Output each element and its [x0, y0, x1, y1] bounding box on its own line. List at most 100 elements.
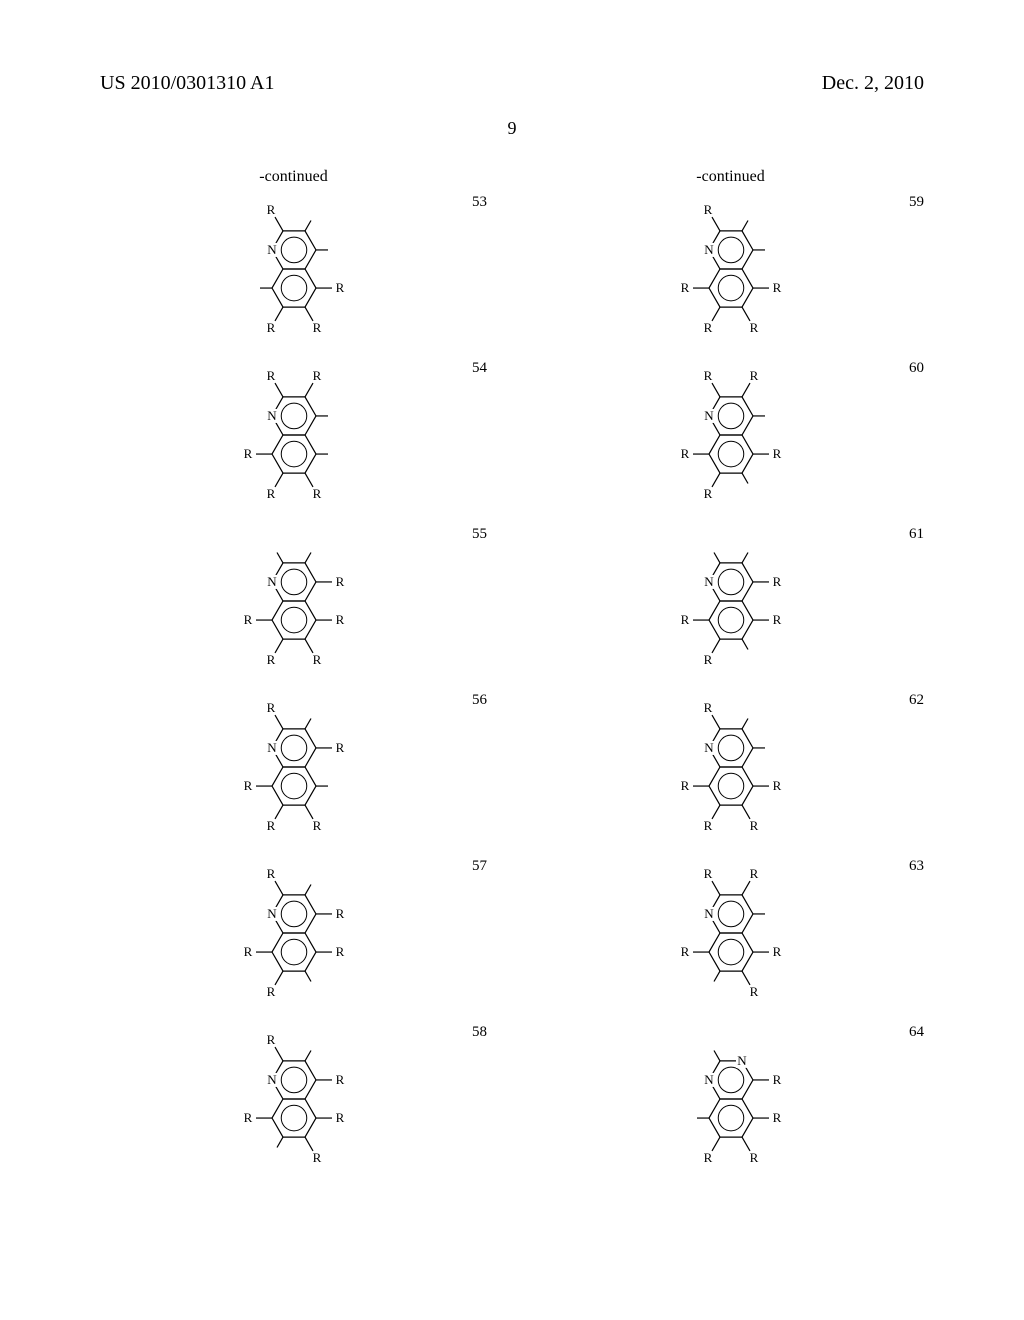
structure-number: 62 [909, 692, 924, 709]
svg-text:R: R [243, 778, 252, 793]
structure-number: 55 [472, 526, 487, 543]
svg-text:R: R [312, 320, 321, 335]
molecule-structure: N R R R R R [661, 360, 801, 510]
molecule-structure: N R R R R R [224, 1024, 364, 1174]
svg-text:R: R [680, 446, 689, 461]
svg-text:R: R [680, 612, 689, 627]
svg-text:N: N [704, 740, 714, 755]
svg-text:R: R [266, 818, 275, 833]
svg-text:R: R [312, 1150, 321, 1165]
svg-text:R: R [749, 320, 758, 335]
molecule-structure: NRRRR [661, 526, 801, 676]
svg-text:R: R [243, 612, 252, 627]
structure-number: 64 [909, 1024, 924, 1041]
svg-text:R: R [749, 368, 758, 383]
svg-text:N: N [704, 408, 714, 423]
svg-text:R: R [703, 818, 712, 833]
svg-text:N: N [737, 1053, 747, 1068]
left-column: -continued 53NRRRR54NRRRRR55NRRRRR56NRRR… [100, 168, 487, 1190]
svg-text:R: R [749, 984, 758, 999]
svg-text:R: R [266, 652, 275, 667]
svg-text:R: R [772, 280, 781, 295]
svg-text:R: R [772, 944, 781, 959]
svg-text:R: R [703, 866, 712, 881]
svg-text:R: R [749, 1150, 758, 1165]
molecule-structure: NRRRRR [661, 692, 801, 842]
molecule-structure: N R R R R R [224, 360, 364, 510]
svg-text:R: R [243, 1110, 252, 1125]
svg-text:N: N [704, 1072, 714, 1087]
structure-number: 58 [472, 1024, 487, 1041]
svg-text:R: R [266, 984, 275, 999]
svg-text:R: R [312, 818, 321, 833]
structure-row: 57NRRRRR [100, 858, 487, 1008]
svg-text:R: R [772, 446, 781, 461]
structure-number: 56 [472, 692, 487, 709]
svg-text:R: R [703, 368, 712, 383]
svg-text:R: R [335, 944, 344, 959]
svg-text:R: R [266, 320, 275, 335]
structure-number: 59 [909, 194, 924, 211]
continued-label-left: -continued [100, 168, 487, 186]
svg-text:R: R [335, 1110, 344, 1125]
svg-text:R: R [266, 866, 275, 881]
svg-text:R: R [335, 906, 344, 921]
svg-text:R: R [266, 368, 275, 383]
structure-row: 64NNRRRR [537, 1024, 924, 1174]
molecule-structure: N R R R R R [224, 858, 364, 1008]
svg-text:R: R [680, 280, 689, 295]
molecule-structure: N R R R R [224, 194, 364, 344]
structure-row: 60 N R R R R R [537, 360, 924, 510]
structure-row: 61NRRRR [537, 526, 924, 676]
continued-label-right: -continued [537, 168, 924, 186]
structure-row: 58 N R R R R R [100, 1024, 487, 1174]
svg-text:N: N [267, 242, 277, 257]
svg-text:R: R [335, 280, 344, 295]
structure-row: 56 N R R R R R [100, 692, 487, 842]
structure-number: 61 [909, 526, 924, 543]
svg-text:R: R [312, 368, 321, 383]
structure-row: 53 N R R R R [100, 194, 487, 344]
structure-row: 62NRRRRR [537, 692, 924, 842]
svg-text:R: R [703, 1150, 712, 1165]
svg-text:N: N [267, 408, 277, 423]
svg-text:N: N [267, 1072, 277, 1087]
svg-text:R: R [749, 866, 758, 881]
structure-row: 55 N R R R R R [100, 526, 487, 676]
svg-text:R: R [266, 202, 275, 217]
molecule-structure: N R R R R R [224, 692, 364, 842]
svg-text:R: R [312, 486, 321, 501]
svg-text:R: R [772, 1110, 781, 1125]
svg-text:R: R [266, 1032, 275, 1047]
svg-text:R: R [680, 944, 689, 959]
svg-text:R: R [243, 446, 252, 461]
svg-text:N: N [704, 906, 714, 921]
molecule-structure: N R R R R R [661, 858, 801, 1008]
svg-text:N: N [267, 574, 277, 589]
svg-text:R: R [680, 778, 689, 793]
svg-text:R: R [703, 486, 712, 501]
structure-row: 59NRRRRR [537, 194, 924, 344]
structure-row: 54NRRRRR [100, 360, 487, 510]
svg-text:R: R [772, 778, 781, 793]
structure-row: 63NRRRRR [537, 858, 924, 1008]
svg-text:R: R [243, 944, 252, 959]
svg-text:R: R [703, 202, 712, 217]
svg-text:R: R [335, 612, 344, 627]
publication-date: Dec. 2, 2010 [822, 72, 924, 95]
svg-text:R: R [266, 700, 275, 715]
svg-text:R: R [703, 652, 712, 667]
structure-number: 53 [472, 194, 487, 211]
svg-text:R: R [772, 612, 781, 627]
svg-text:N: N [704, 242, 714, 257]
svg-text:R: R [335, 1072, 344, 1087]
right-column: -continued 59 N R R R R R 60 N R R R R R 61 N R R R R 62 N R R R… [537, 168, 924, 1190]
svg-text:N: N [267, 906, 277, 921]
svg-text:N: N [267, 740, 277, 755]
molecule-structure: NRRRRR [661, 194, 801, 344]
svg-text:R: R [335, 740, 344, 755]
svg-text:R: R [335, 574, 344, 589]
svg-text:R: R [266, 486, 275, 501]
svg-text:R: R [312, 652, 321, 667]
structure-number: 60 [909, 360, 924, 377]
